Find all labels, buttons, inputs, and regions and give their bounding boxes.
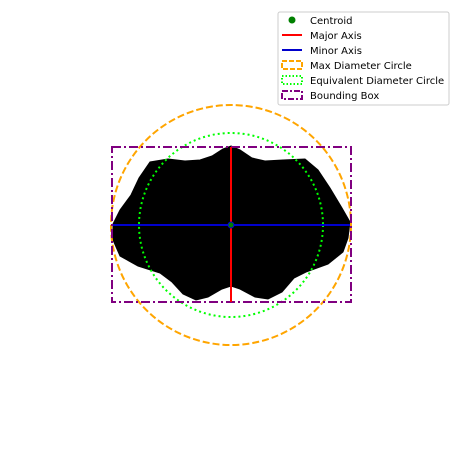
legend-marker-centroid bbox=[288, 16, 296, 24]
legend-patch-max-diameter bbox=[281, 60, 303, 70]
legend-item-equivalent-diameter-circle: Equivalent Diameter Circle bbox=[281, 75, 444, 87]
legend-item-bounding-box: Bounding Box bbox=[281, 90, 379, 102]
legend-item-major-axis: Major Axis bbox=[282, 31, 362, 42]
legend-patch-bounding-box bbox=[281, 90, 303, 100]
legend-frame bbox=[277, 11, 450, 106]
legend-item-centroid: Centroid bbox=[288, 16, 353, 27]
legend-label-minor-axis: Minor Axis bbox=[310, 46, 362, 57]
legend-label-bounding-box: Bounding Box bbox=[310, 91, 379, 102]
legend-swatch-bounding-box bbox=[281, 90, 303, 100]
legend-item-minor-axis: Minor Axis bbox=[282, 46, 362, 57]
legend-swatch-max-diameter-circle bbox=[281, 60, 303, 70]
legend-label-major-axis: Major Axis bbox=[310, 31, 362, 42]
legend-label-max-diameter-circle: Max Diameter Circle bbox=[310, 61, 412, 72]
legend-item-max-diameter-circle: Max Diameter Circle bbox=[281, 60, 412, 72]
legend: Centroid Major Axis Minor Axis Max Diame… bbox=[277, 11, 450, 106]
centroid-marker bbox=[227, 221, 235, 229]
legend-swatch-centroid bbox=[288, 16, 296, 24]
legend-label-centroid: Centroid bbox=[310, 16, 353, 27]
legend-label-equivalent-diameter-circle: Equivalent Diameter Circle bbox=[310, 76, 444, 87]
plot-area bbox=[110, 104, 352, 346]
